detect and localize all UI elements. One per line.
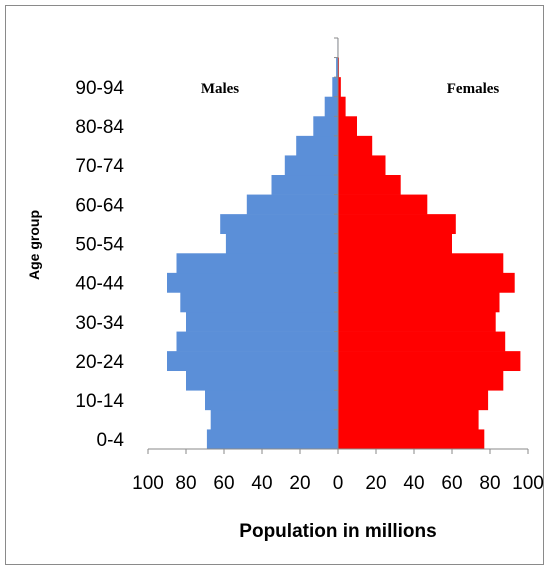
bar-females-10-14 — [338, 390, 489, 411]
y-tick-label: 90-94 — [75, 78, 124, 99]
y-axis-title: Age group — [26, 210, 42, 280]
series-label-females: Females — [447, 81, 500, 97]
bar-males-15-19 — [186, 370, 338, 391]
bar-males-50-54 — [225, 233, 338, 254]
x-axis-title: Population in millions — [239, 521, 436, 542]
bar-females-40-44 — [338, 272, 515, 293]
y-tick-label: 50-54 — [75, 235, 124, 256]
x-tick-label: 80 — [175, 473, 196, 494]
bar-males-0-4 — [206, 429, 338, 450]
bar-males-85-89 — [324, 96, 338, 117]
x-tick-label: 60 — [213, 473, 234, 494]
bar-males-90-94 — [332, 77, 338, 98]
bar-females-15-19 — [338, 370, 504, 391]
bar-males-75-79 — [296, 135, 338, 156]
y-tick-label: 70-74 — [75, 156, 124, 177]
bar-males-80-84 — [313, 116, 338, 137]
bar-females-20-24 — [338, 351, 521, 372]
bar-males-55-59 — [220, 214, 338, 235]
bar-females-90-94 — [338, 77, 341, 98]
bar-males-45-49 — [176, 253, 338, 274]
bar-females-65-69 — [338, 175, 401, 195]
bar-males-30-34 — [186, 312, 338, 332]
axes-layer: 0-4 10-14 20-24 30-34 40-44 50-54 60-64 70-74 80… — [75, 37, 544, 494]
bar-females-45-49 — [338, 253, 504, 274]
y-tick-label: 80-84 — [75, 117, 124, 138]
bar-females-80-84 — [338, 116, 357, 137]
bar-females-70-74 — [338, 155, 386, 176]
y-tick-label: 10-14 — [75, 391, 124, 412]
x-tick-label: 100 — [132, 473, 164, 494]
bar-females-0-4 — [338, 429, 485, 450]
x-tick-label: 40 — [251, 473, 272, 494]
x-tick-label: 80 — [479, 473, 500, 494]
bar-males-10-14 — [205, 390, 338, 411]
bar-males-25-29 — [176, 331, 338, 352]
x-tick-label: 20 — [289, 473, 310, 494]
bar-females-85-89 — [338, 96, 346, 117]
bar-males-20-24 — [167, 351, 338, 372]
bar-females-30-34 — [338, 312, 496, 332]
y-tick-label: 60-64 — [75, 195, 124, 216]
bar-females-35-39 — [338, 292, 500, 313]
series-label-males: Males — [201, 81, 239, 97]
bar-females-25-29 — [338, 331, 506, 352]
bar-males-65-69 — [271, 175, 338, 195]
y-tick-label: 20-24 — [75, 352, 124, 373]
bar-females-50-54 — [338, 233, 452, 254]
x-tick-label: 100 — [512, 473, 544, 494]
x-tick-label: 0 — [333, 473, 344, 494]
bar-males-60-64 — [246, 194, 338, 215]
bar-males-95-99 — [336, 57, 338, 78]
x-tick-label: 20 — [365, 473, 386, 494]
bar-males-5-9 — [210, 409, 338, 430]
y-tick-label: 40-44 — [75, 274, 124, 295]
bar-males-40-44 — [167, 272, 338, 293]
bar-females-5-9 — [338, 409, 479, 430]
bars-layer — [167, 38, 521, 450]
bar-females-60-64 — [338, 194, 428, 215]
x-tick-label: 60 — [441, 473, 462, 494]
y-tick-label: 0-4 — [97, 430, 125, 451]
bar-females-55-59 — [338, 214, 456, 235]
x-tick-label: 40 — [403, 473, 424, 494]
y-tick-label: 30-34 — [75, 313, 124, 334]
bar-males-70-74 — [284, 155, 338, 176]
bar-males-35-39 — [180, 292, 338, 313]
bar-females-75-79 — [338, 135, 373, 156]
labels-layer: Males Females Population in millions Age… — [26, 81, 499, 542]
